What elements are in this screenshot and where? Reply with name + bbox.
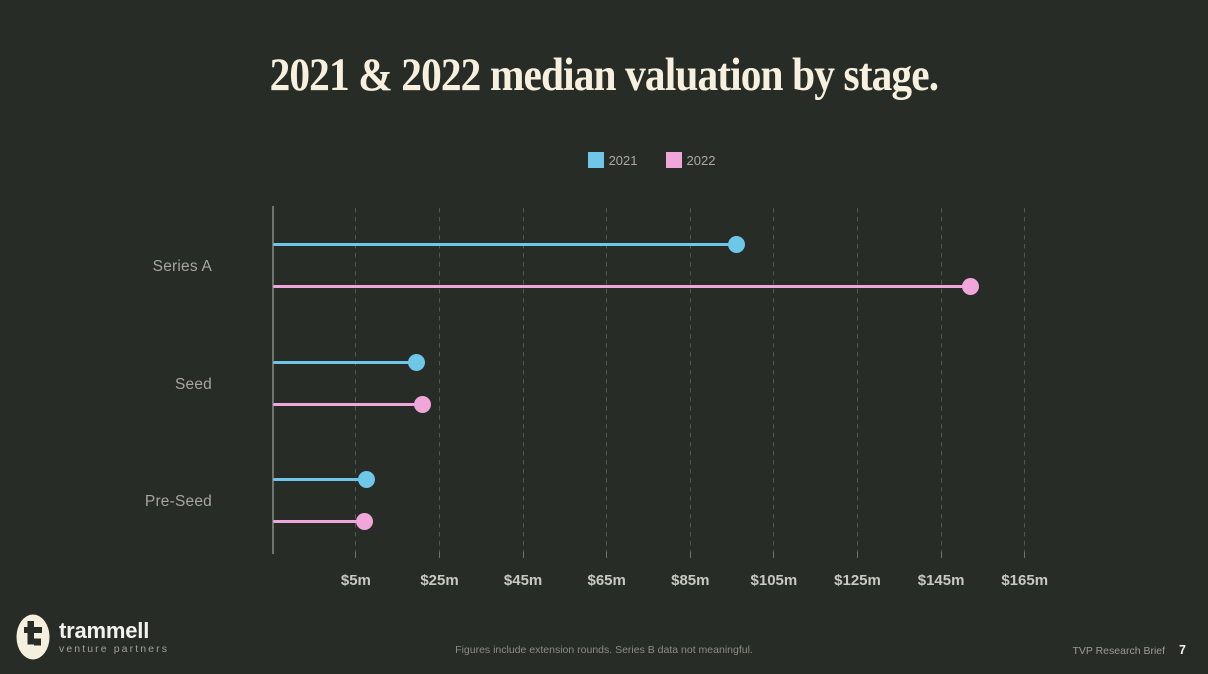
legend-label-2022: 2022 — [686, 152, 716, 168]
axis-tick-$85m — [689, 552, 691, 558]
legend-swatch-2021-icon — [587, 152, 604, 168]
value-line-2021-Series A — [273, 242, 737, 246]
gridline-$105m — [773, 208, 775, 552]
value-dot-2021-Seed — [408, 353, 425, 371]
legend-label-2021: 2021 — [608, 152, 638, 168]
legend-swatch-2022-icon — [665, 152, 682, 168]
value-dot-2022-Pre-Seed — [355, 512, 373, 530]
chart-footnote: Figures include extension rounds. Series… — [455, 644, 753, 656]
gridline-$165m — [1024, 208, 1026, 552]
x-axis-label-$85m: $85m — [671, 572, 710, 589]
x-axis-label-$65m: $65m — [587, 572, 626, 589]
gridline-$5m — [355, 208, 357, 552]
trammell-logo: trammell venture partners — [16, 614, 169, 660]
axis-tick-$45m — [522, 552, 524, 558]
gridline-$85m — [689, 208, 691, 552]
value-dot-2021-Series A — [727, 235, 745, 253]
legend-item-2021: 2021 — [587, 152, 638, 168]
gridline-$45m — [522, 208, 524, 552]
report-name: TVP Research Brief — [1072, 645, 1166, 657]
axis-tick-$105m — [773, 552, 775, 558]
value-line-2022-Series A — [273, 284, 971, 288]
x-axis-label-$165m: $165m — [1001, 572, 1049, 589]
value-dot-2022-Seed — [414, 395, 432, 413]
category-label-seed: Seed — [175, 376, 212, 393]
gridline-$25m — [439, 208, 440, 552]
value-line-2022-Seed — [273, 402, 423, 406]
gridline-$125m — [857, 208, 858, 552]
category-label-pre-seed: Pre-Seed — [144, 493, 212, 510]
value-dot-2022-Series A — [961, 277, 979, 295]
x-axis-label-$45m: $45m — [503, 572, 543, 589]
axis-tick-$65m — [606, 552, 608, 558]
gridline-$65m — [606, 208, 608, 552]
value-line-2022-Pre-Seed — [273, 519, 365, 523]
axis-tick-$5m — [355, 552, 357, 558]
category-label-series-a: Series A — [152, 258, 212, 275]
trammell-logo-icon — [16, 614, 50, 660]
axis-tick-$145m — [940, 552, 942, 558]
page-title-text: 2021 & 2022 median valuation by stage. — [269, 49, 939, 101]
axis-tick-$25m — [439, 552, 440, 558]
value-dot-2021-Pre-Seed — [357, 470, 375, 488]
logo-text: trammell venture partners — [59, 618, 170, 656]
footer-right: TVP Research Brief 7 — [1072, 643, 1186, 657]
y-axis-line — [272, 206, 274, 554]
x-axis-label-$145m: $145m — [917, 572, 965, 589]
axis-tick-$165m — [1024, 552, 1026, 558]
value-line-2021-Pre-Seed — [273, 477, 367, 481]
x-axis-label-$125m: $125m — [834, 572, 881, 589]
x-axis-label-$105m: $105m — [750, 572, 798, 589]
gridline-$145m — [940, 208, 942, 552]
axis-tick-$125m — [857, 552, 858, 558]
x-axis-label-$5m: $5m — [340, 572, 371, 589]
value-line-2021-Seed — [273, 360, 417, 364]
logo-tagline: venture partners — [59, 643, 170, 655]
x-axis-label-$25m: $25m — [420, 572, 459, 589]
chart-legend: 2021 2022 — [273, 151, 1030, 169]
logo-name: trammell — [59, 618, 150, 643]
page-title: 2021 & 2022 median valuation by stage. — [0, 48, 1208, 102]
page-number: 7 — [1179, 643, 1186, 657]
legend-item-2022: 2022 — [665, 152, 716, 168]
